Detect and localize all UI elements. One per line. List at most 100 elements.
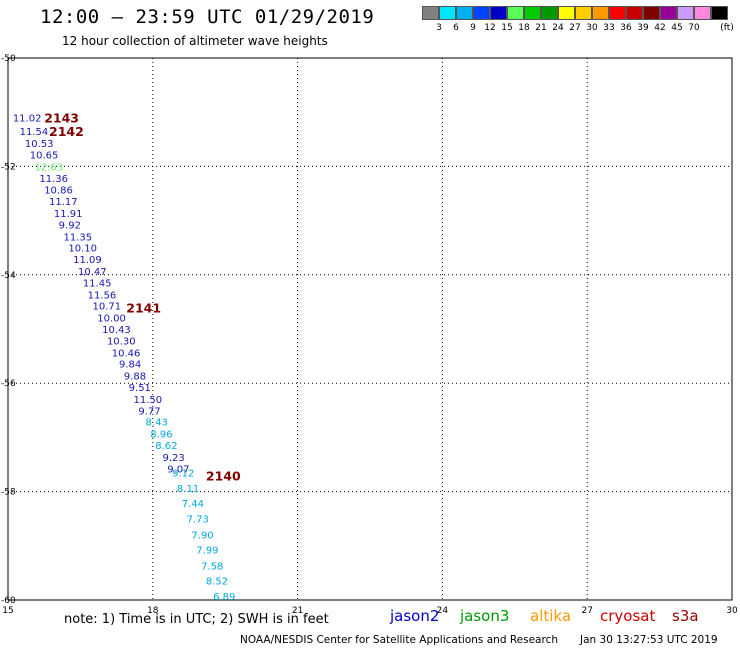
color-swatch <box>609 6 626 20</box>
y-tick-label: -50 <box>1 54 16 64</box>
color-scale-label: 30 <box>586 23 598 33</box>
wave-height-point: 10.10 <box>68 244 97 255</box>
credit-line: NOAA/NESDIS Center for Satellite Applica… <box>240 634 558 646</box>
wave-height-point: 7.99 <box>196 546 218 557</box>
wave-height-point: 12.63 <box>35 162 64 173</box>
color-scale-label: 12 <box>484 23 496 33</box>
wave-height-point: 9.84 <box>119 360 141 371</box>
color-scale-unit: (ft) <box>720 23 734 33</box>
color-scale-label: 39 <box>637 23 649 33</box>
legend-altika: altika <box>530 607 572 625</box>
wave-height-point: 10.46 <box>112 348 141 359</box>
legend-s3a: s3a <box>672 607 699 625</box>
wave-height-point: 9.51 <box>129 383 151 394</box>
wave-height-point: 8.52 <box>206 576 228 587</box>
wave-height-point: 11.36 <box>39 174 68 185</box>
wave-height-point: 11.50 <box>133 395 162 406</box>
wave-height-point: 9.12 <box>172 469 194 480</box>
page-title: 12:00 – 23:59 UTC 01/29/2019 <box>40 6 375 28</box>
wave-height-point: 11.35 <box>64 232 93 243</box>
x-tick-label: 15 <box>2 606 13 616</box>
x-tick-label: 30 <box>726 606 738 616</box>
color-swatch <box>592 6 609 20</box>
wave-height-point: 7.44 <box>182 499 204 510</box>
wave-height-point: 10.53 <box>25 139 54 150</box>
color-scale-label: 6 <box>453 23 459 33</box>
wave-height-point: 9.88 <box>124 372 146 383</box>
color-scale-label: 24 <box>552 23 564 33</box>
pass-time-label: 2142 <box>49 124 84 139</box>
color-scale-label: 27 <box>569 23 581 33</box>
wave-height-point: 10.43 <box>102 325 131 336</box>
color-scale-label: 15 <box>501 23 513 33</box>
wave-height-point: 10.30 <box>107 336 136 347</box>
wave-height-point: 9.07 <box>167 464 189 475</box>
color-swatch <box>439 6 456 20</box>
page-subtitle: 12 hour collection of altimeter wave hei… <box>62 34 328 48</box>
color-scale-label: 18 <box>518 23 530 33</box>
color-swatch <box>558 6 575 20</box>
legend-jason3: jason3 <box>460 607 510 625</box>
wave-height-point: 10.86 <box>44 186 73 197</box>
x-tick-label: 21 <box>292 606 303 616</box>
wave-height-point: 8.11 <box>177 484 199 495</box>
color-swatch <box>626 6 643 20</box>
y-tick-label: -58 <box>1 488 16 498</box>
wave-height-point: 7.58 <box>201 561 223 572</box>
y-tick-label: -52 <box>1 162 16 172</box>
wave-height-point: 11.45 <box>83 278 112 289</box>
units-note: note: 1) Time is in UTC; 2) SWH is in fe… <box>64 612 329 627</box>
color-scale-label: 70 <box>688 23 700 33</box>
pass-time-label: 2141 <box>126 300 161 315</box>
wave-height-point: 10.47 <box>78 267 107 278</box>
color-swatch <box>473 6 490 20</box>
color-swatch <box>507 6 524 20</box>
color-scale-label: 21 <box>535 23 547 33</box>
color-swatch <box>643 6 660 20</box>
color-swatch <box>456 6 473 20</box>
color-scale-label: 3 <box>436 23 442 33</box>
wave-height-point: 11.17 <box>49 197 78 208</box>
color-scale-label: 9 <box>470 23 476 33</box>
color-swatch <box>575 6 592 20</box>
x-tick-label: 27 <box>581 606 592 616</box>
color-swatch <box>660 6 677 20</box>
wave-height-point: 8.96 <box>150 430 172 441</box>
wave-height-point: 8.62 <box>155 441 177 452</box>
generated-date: Jan 30 13:27:53 UTC 2019 <box>580 634 718 646</box>
color-scale-label: 33 <box>603 23 615 33</box>
wave-height-point: 10.65 <box>30 150 59 161</box>
wave-height-point: 7.73 <box>187 515 209 526</box>
wave-height-point: 11.91 <box>54 209 83 220</box>
color-swatch <box>694 6 711 20</box>
wave-height-point: 10.00 <box>97 314 126 325</box>
color-swatch <box>524 6 541 20</box>
wave-height-point: 9.77 <box>138 406 160 417</box>
wave-height-point: 9.92 <box>59 220 81 231</box>
wave-height-point: 10.71 <box>92 302 121 313</box>
color-swatch <box>490 6 507 20</box>
y-tick-label: -60 <box>1 596 16 606</box>
pass-time-label: 2143 <box>44 111 79 126</box>
wave-height-point: 7.90 <box>191 530 213 541</box>
wave-height-point: 11.09 <box>73 255 102 266</box>
plot-frame <box>7 57 733 601</box>
color-swatch <box>541 6 558 20</box>
wave-height-point: 6.89 <box>213 592 235 603</box>
wave-height-point: 11.56 <box>88 290 117 301</box>
wave-height-point: 11.02 <box>13 114 42 125</box>
color-scale-label: 45 <box>671 23 683 33</box>
x-tick-label: 18 <box>147 606 159 616</box>
legend-cryosat: cryosat <box>600 607 656 625</box>
color-scale-label: 36 <box>620 23 632 33</box>
color-swatch <box>711 6 728 20</box>
pass-time-label: 2140 <box>206 468 241 483</box>
color-scale-label: 42 <box>654 23 666 33</box>
wave-height-point: 9.23 <box>162 453 184 464</box>
x-tick-label: 24 <box>437 606 449 616</box>
color-swatch <box>422 6 439 20</box>
wave-height-point: 8.43 <box>146 418 168 429</box>
y-tick-label: -54 <box>1 271 16 281</box>
y-tick-label: -56 <box>1 379 16 389</box>
